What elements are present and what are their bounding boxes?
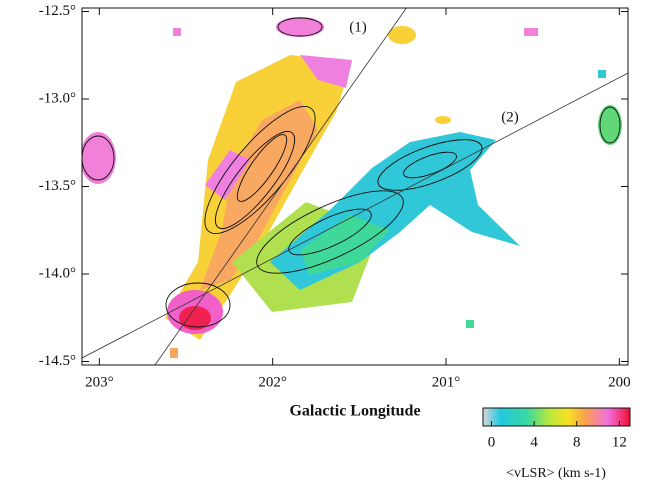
x-tick-label: 201° bbox=[432, 374, 461, 390]
colorbar-tick-label: 12 bbox=[612, 434, 627, 450]
colorbar bbox=[482, 407, 631, 427]
y-tick-label: -13.5° bbox=[39, 178, 76, 194]
colorbar-tick-label: 8 bbox=[573, 434, 581, 450]
y-tick-label: -13.0° bbox=[39, 90, 76, 106]
x-tick-label: 200 bbox=[608, 374, 631, 390]
y-tick-label: -14.0° bbox=[39, 265, 76, 281]
velocity-map bbox=[82, 8, 628, 365]
annotation: (1) bbox=[349, 19, 367, 35]
x-tick-label: 203° bbox=[85, 374, 114, 390]
y-tick-label: -14.5° bbox=[39, 353, 76, 369]
annotation: (2) bbox=[501, 109, 519, 125]
x-tick-label: 202° bbox=[258, 374, 287, 390]
colorbar-tick-label: 4 bbox=[530, 434, 538, 450]
x-axis-label: Galactic Longitude bbox=[289, 403, 420, 420]
colorbar-label: <vLSR> (km s-1) bbox=[506, 466, 606, 481]
y-tick-label: -12.5° bbox=[39, 3, 76, 19]
colorbar-tick-label: 0 bbox=[488, 434, 496, 450]
